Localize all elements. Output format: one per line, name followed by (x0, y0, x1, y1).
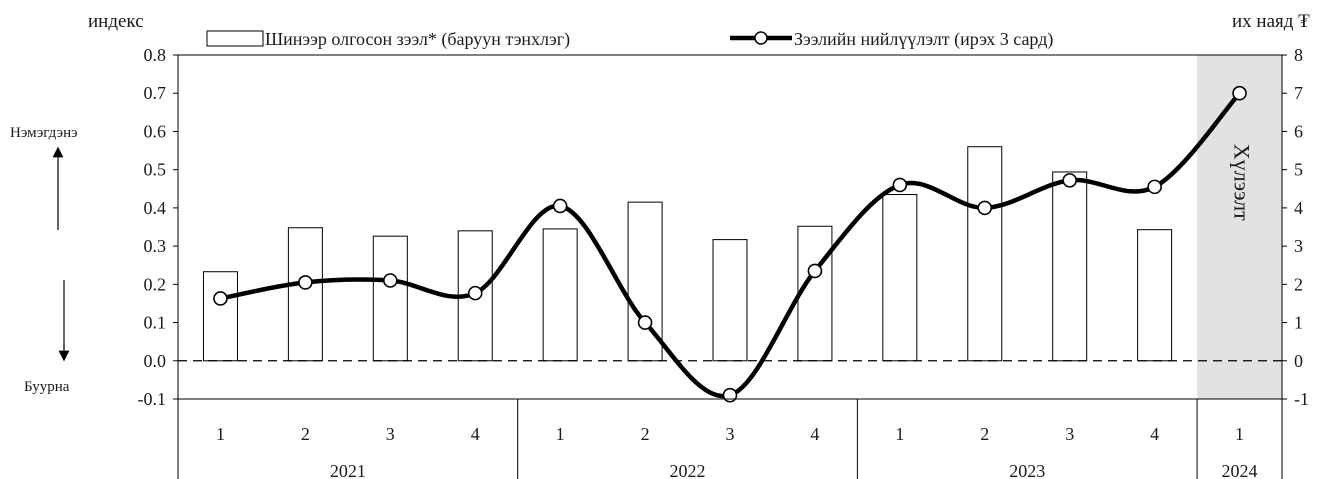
line-point (383, 273, 398, 288)
quarter-label: 4 (1150, 424, 1159, 444)
line-point (807, 263, 823, 279)
legend-bar-swatch (206, 30, 264, 47)
line-point (1062, 173, 1077, 188)
left-tick-label: 0.3 (144, 236, 167, 256)
right-tick-label: 0 (1294, 351, 1303, 371)
quarter-label: 1 (895, 424, 904, 444)
line-point (467, 285, 483, 301)
bar (797, 225, 833, 362)
left-tick-label: 0.0 (144, 351, 167, 371)
bar (287, 227, 323, 362)
legend: Шинээр олгосон зээл* (баруун тэнхлэг) Зэ… (206, 29, 1053, 50)
right-tick-label: 2 (1294, 274, 1303, 294)
side-label-down: Буурна (24, 379, 70, 395)
bar (712, 239, 748, 362)
left-axis-label: индекс (88, 11, 144, 32)
quarter-label: 2 (980, 424, 989, 444)
forecast-label: Хүлээлт (1229, 144, 1254, 221)
bar (1052, 171, 1088, 362)
right-tick-label: 1 (1294, 313, 1303, 333)
year-label: 2024 (1222, 461, 1258, 479)
left-tick-label: 0.4 (144, 198, 167, 218)
plot-frame (177, 54, 1283, 400)
line-point (637, 315, 653, 330)
right-tick-label: 4 (1294, 198, 1303, 218)
right-tick-label: 5 (1294, 160, 1303, 180)
line-point (552, 198, 568, 214)
legend-line-marker (754, 31, 768, 45)
line-point (892, 177, 908, 193)
year-label: 2022 (670, 461, 706, 479)
year-label: 2021 (330, 461, 366, 479)
quarter-label: 3 (1065, 424, 1074, 444)
right-tick-label: 6 (1294, 121, 1303, 141)
quarter-label: 3 (386, 424, 395, 444)
line-point (1147, 179, 1162, 195)
legend-line-label: Зээлийн нийлүүлэлт (ирэх 3 сард) (794, 29, 1053, 50)
right-axis-label: их наяд ₮ (1232, 11, 1310, 32)
left-tick-label: 0.2 (144, 274, 167, 294)
right-tick-label: -1 (1294, 389, 1309, 409)
left-tick-label: 0.7 (144, 83, 167, 103)
right-tick-label: 7 (1294, 83, 1303, 103)
bar (967, 146, 1003, 362)
line-point (1232, 85, 1247, 101)
line-markers (213, 85, 1247, 403)
left-axis-ticks: -0.1 0.0 0.1 0.2 0.3 0.4 0.5 0.6 0.7 0.8 (138, 45, 178, 409)
right-tick-label: 8 (1294, 45, 1303, 65)
line-point (213, 291, 228, 306)
quarter-label: 2 (301, 424, 310, 444)
quarter-label: 1 (216, 424, 225, 444)
category-axis: 1 2 3 4 1 2 3 4 1 2 3 4 1 2021 2022 2023 2024 (177, 399, 1283, 479)
quarter-label: 4 (810, 424, 819, 444)
left-tick-label: -0.1 (138, 389, 167, 409)
bar-series (202, 146, 1173, 362)
bar (882, 194, 918, 362)
left-tick-label: 0.5 (144, 160, 167, 180)
year-label: 2023 (1009, 461, 1045, 479)
left-tick-label: 0.1 (144, 313, 167, 333)
right-tick-label: 3 (1294, 236, 1303, 256)
quarter-label: 1 (1235, 424, 1244, 444)
bar (1137, 229, 1173, 362)
line-point (722, 387, 738, 403)
quarter-label: 2 (641, 424, 650, 444)
forecast-shading (1197, 55, 1282, 399)
quarter-label: 1 (556, 424, 565, 444)
quarter-label: 4 (471, 424, 480, 444)
legend-bar-label: Шинээр олгосон зээл* (баруун тэнхлэг) (265, 29, 570, 50)
right-axis-ticks: -1 0 1 2 3 4 5 6 7 8 (1282, 45, 1309, 409)
bar (542, 228, 578, 362)
line-point (977, 200, 993, 216)
left-tick-label: 0.6 (144, 121, 167, 141)
quarter-label: 3 (726, 424, 735, 444)
left-tick-label: 0.8 (144, 45, 167, 65)
side-label-up: Нэмэгдэнэ (10, 125, 78, 141)
bar (202, 271, 238, 362)
bar (372, 235, 408, 362)
line-point (298, 275, 313, 290)
